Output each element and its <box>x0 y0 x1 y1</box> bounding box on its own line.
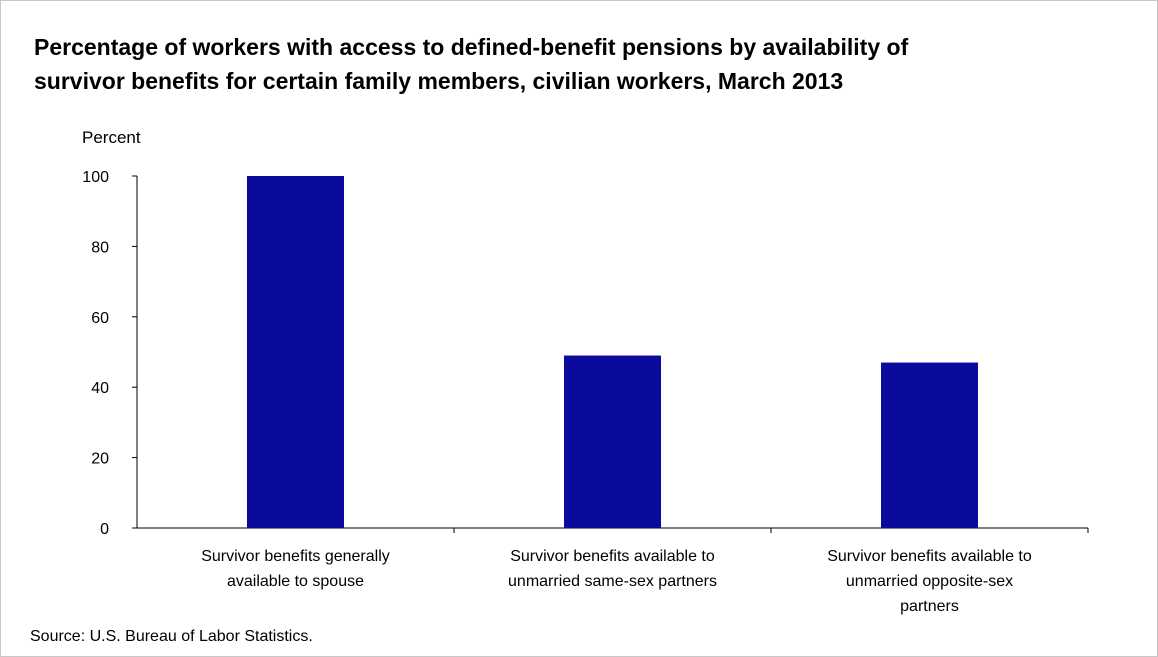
chart-title-line-1: Percentage of workers with access to def… <box>34 34 909 60</box>
category-label-3: Survivor benefits available to unmarried … <box>827 548 1032 615</box>
category-label-1: Survivor benefits generally available to … <box>201 548 390 590</box>
y-tick-label-80: 80 <box>91 239 109 256</box>
chart-title-line-2: survivor benefits for certain family mem… <box>34 68 844 94</box>
y-tick-label-40: 40 <box>91 380 109 397</box>
bar-2 <box>564 355 661 528</box>
y-axis-label: Percent <box>82 128 141 147</box>
bar-3 <box>881 362 978 528</box>
y-tick-label-0: 0 <box>100 521 109 538</box>
y-tick-label-20: 20 <box>91 451 109 468</box>
chart-title: Percentage of workers with access to def… <box>34 30 1134 98</box>
y-tick-label-100: 100 <box>82 169 109 186</box>
source-note: Source: U.S. Bureau of Labor Statistics. <box>30 628 313 645</box>
bar-1 <box>247 176 344 528</box>
y-tick-label-60: 60 <box>91 310 109 327</box>
category-label-2: Survivor benefits available to unmarried … <box>508 548 717 590</box>
